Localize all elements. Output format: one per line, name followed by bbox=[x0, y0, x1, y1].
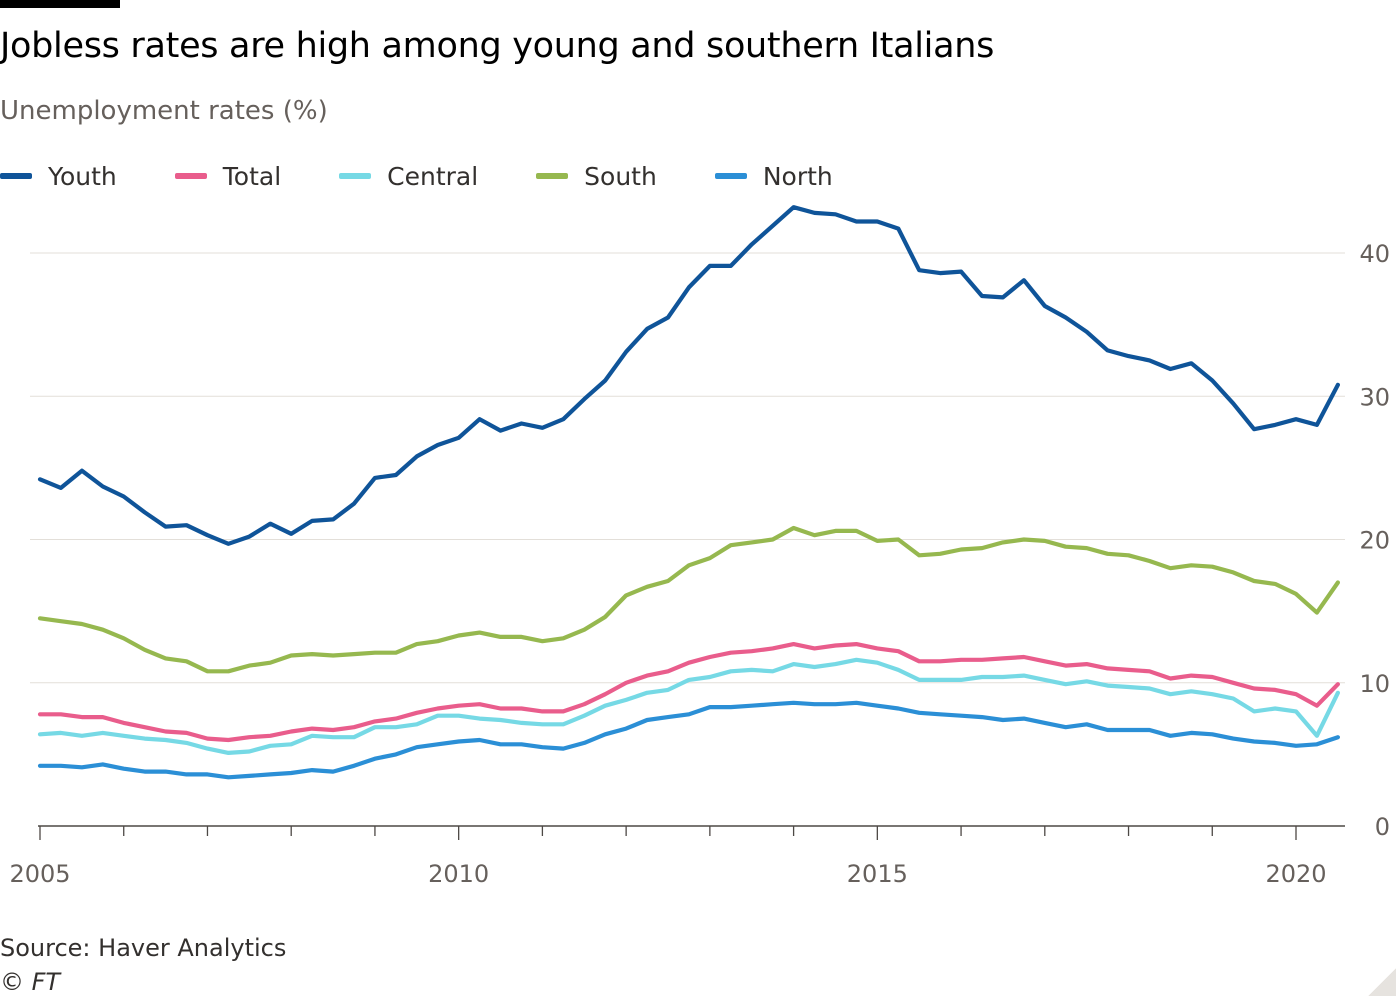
y-tick-label-0: 0 bbox=[1375, 813, 1390, 841]
series-layer bbox=[37, 205, 1341, 780]
axis-layer: 0 10 20 30 40 2005 2010 2015 2020 bbox=[9, 240, 1390, 888]
x-tick-label-2010: 2010 bbox=[428, 860, 489, 888]
legend-swatch-total bbox=[174, 173, 207, 179]
legend-label-total: Total bbox=[222, 161, 282, 191]
series-line-youth bbox=[37, 205, 1341, 546]
y-tick-label-30: 30 bbox=[1359, 383, 1390, 411]
legend-label-south: South bbox=[584, 161, 657, 191]
legend-swatch-south bbox=[536, 173, 569, 179]
legend-swatch-central bbox=[339, 173, 372, 179]
source-note: Source: Haver Analytics bbox=[0, 934, 287, 962]
chart-subtitle: Unemployment rates (%) bbox=[0, 96, 328, 126]
chart-title: Jobless rates are high among young and s… bbox=[0, 26, 995, 66]
legend-label-north: North bbox=[762, 161, 833, 191]
y-tick-label-20: 20 bbox=[1359, 527, 1390, 555]
series-line-central bbox=[37, 657, 1341, 756]
legend-item-south: South bbox=[536, 162, 657, 191]
legend-swatch-north bbox=[714, 173, 747, 179]
x-tick-label-2005: 2005 bbox=[9, 860, 70, 888]
series-line-south bbox=[37, 525, 1341, 674]
series-line-total bbox=[37, 642, 1341, 743]
x-tick-label-2020: 2020 bbox=[1265, 860, 1326, 888]
line-chart: 0 10 20 30 40 2005 2010 2015 2020 bbox=[9, 205, 1390, 888]
copyright-credit: © FT bbox=[0, 968, 61, 996]
legend: Youth Total Central South North bbox=[0, 160, 891, 192]
legend-item-youth: Youth bbox=[0, 162, 117, 191]
y-tick-label-40: 40 bbox=[1359, 240, 1390, 268]
y-tick-label-10: 10 bbox=[1359, 670, 1390, 698]
legend-label-youth: Youth bbox=[48, 161, 117, 191]
legend-item-central: Central bbox=[339, 162, 478, 191]
legend-swatch-youth bbox=[0, 173, 32, 179]
brand-bar bbox=[0, 0, 120, 8]
legend-label-central: Central bbox=[387, 161, 479, 191]
corner-fold-mark bbox=[1368, 968, 1396, 996]
legend-item-total: Total bbox=[174, 161, 282, 191]
grid-layer bbox=[30, 252, 1345, 684]
x-tick-label-2015: 2015 bbox=[847, 860, 908, 888]
series-line-north bbox=[37, 700, 1341, 780]
legend-item-north: North bbox=[714, 161, 833, 191]
